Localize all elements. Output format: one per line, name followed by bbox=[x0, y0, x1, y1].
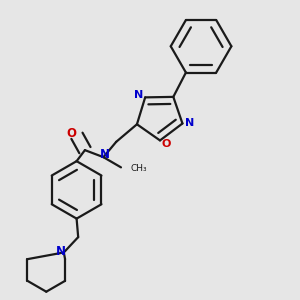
Text: N: N bbox=[185, 118, 194, 128]
Text: CH₃: CH₃ bbox=[130, 164, 147, 173]
Text: O: O bbox=[66, 127, 76, 140]
Text: N: N bbox=[100, 148, 110, 161]
Text: N: N bbox=[56, 245, 66, 258]
Text: O: O bbox=[161, 139, 170, 149]
Text: N: N bbox=[134, 91, 143, 100]
